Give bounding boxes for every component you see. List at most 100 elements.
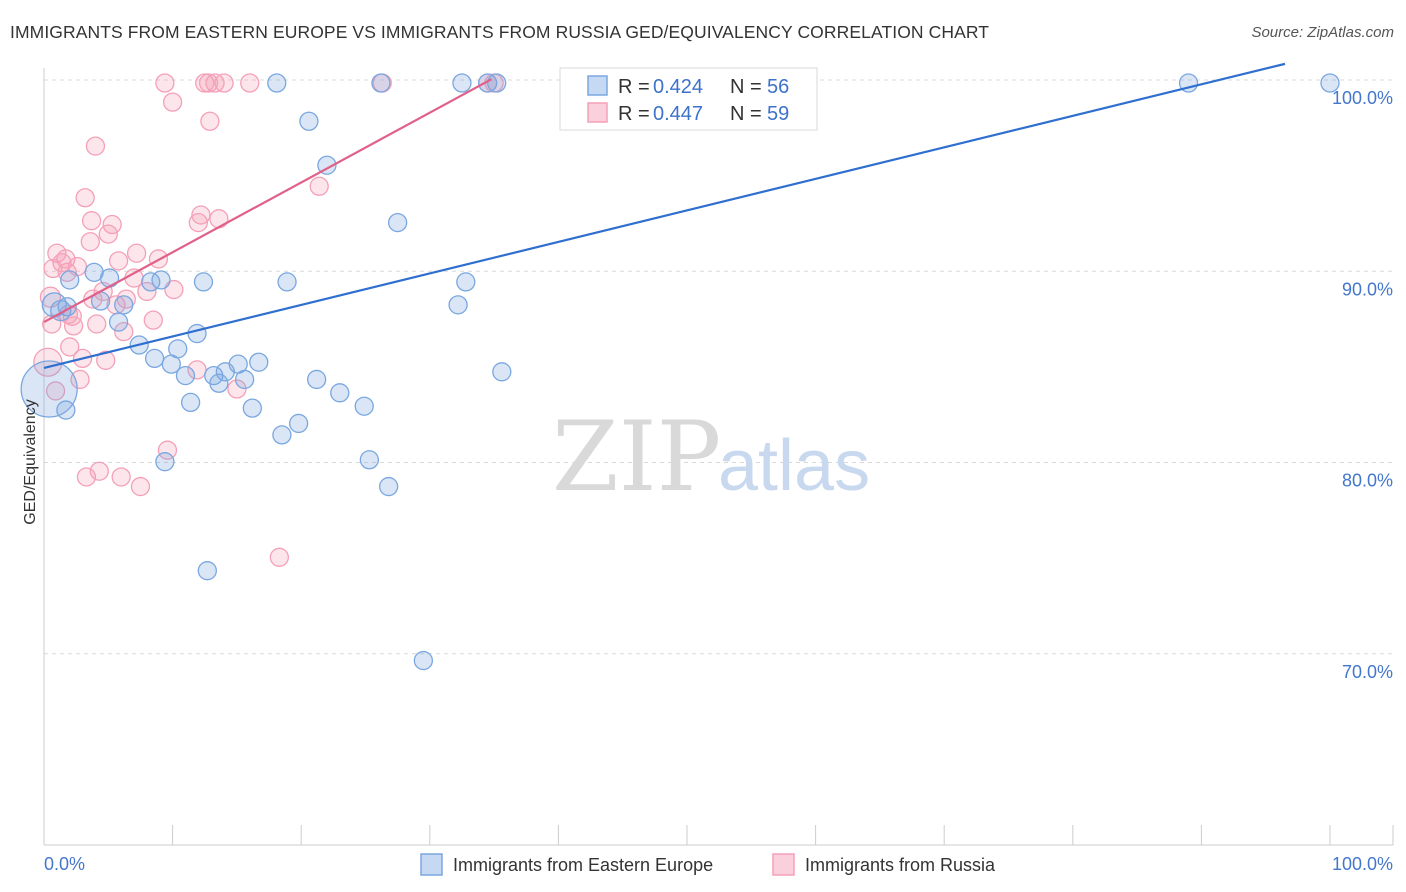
chart-title: IMMIGRANTS FROM EASTERN EUROPE VS IMMIGR…	[10, 22, 990, 42]
axes	[43, 68, 1394, 846]
trend-lines	[43, 62, 1286, 370]
series-legend-label-blue: Immigrants from Eastern Europe	[453, 855, 713, 875]
y-tick-label-2: 90.0%	[1342, 279, 1393, 299]
point-russia-0	[33, 347, 63, 377]
point-russia-8	[57, 262, 77, 282]
point-eastern-europe-10	[114, 295, 134, 315]
source-label: Source: ZipAtlas.com	[1251, 24, 1394, 41]
point-russia-14	[70, 369, 90, 390]
series-legend: Immigrants from Eastern Europe Immigrant…	[420, 853, 996, 876]
point-russia-39	[155, 73, 175, 93]
point-eastern-europe-37	[330, 383, 350, 403]
point-russia-50	[209, 209, 229, 229]
point-eastern-europe-8	[99, 268, 120, 288]
point-russia-51	[214, 73, 234, 93]
point-eastern-europe-0	[20, 360, 78, 418]
point-russia-19	[81, 211, 102, 231]
point-russia-41	[162, 92, 183, 112]
legend-n-label-pink: N =	[730, 103, 762, 125]
stats-legend: R = 0.424 N = 56 R = 0.447 N = 59	[559, 67, 818, 131]
point-russia-40	[157, 440, 178, 460]
point-eastern-europe-18	[175, 365, 196, 386]
legend-r-label-blue: R =	[618, 76, 650, 98]
point-russia-26	[98, 224, 118, 244]
point-russia-35	[130, 476, 151, 497]
point-russia-12	[63, 316, 84, 336]
point-eastern-europe-31	[272, 425, 292, 445]
series-legend-swatch-blue	[420, 853, 443, 876]
point-eastern-europe-34	[299, 111, 319, 131]
point-russia-25	[96, 350, 116, 370]
point-russia-54	[269, 547, 289, 567]
point-eastern-europe-19	[180, 392, 201, 413]
point-eastern-europe-39	[359, 450, 380, 470]
point-russia-34	[126, 243, 147, 263]
point-eastern-europe-32	[277, 272, 297, 292]
point-eastern-europe-51	[1320, 73, 1340, 93]
y-tick-label-0: 70.0%	[1342, 662, 1393, 682]
legend-r-label-pink: R =	[618, 103, 650, 125]
point-russia-21	[85, 136, 106, 156]
legend-n-value-blue: 56	[767, 76, 789, 98]
point-eastern-europe-38	[354, 396, 374, 416]
point-eastern-europe-21	[193, 272, 214, 292]
point-eastern-europe-28	[242, 398, 262, 418]
points-russia	[33, 73, 504, 567]
point-russia-23	[89, 461, 109, 481]
legend-r-value-blue: 0.424	[653, 76, 703, 98]
point-russia-20	[83, 289, 103, 309]
point-russia-37	[143, 310, 163, 330]
y-axis-label: GED/Equivalency	[22, 399, 39, 524]
point-eastern-europe-48	[487, 73, 507, 93]
point-eastern-europe-46	[456, 272, 476, 292]
legend-swatch-pink	[587, 102, 608, 123]
point-eastern-europe-45	[452, 73, 472, 93]
point-russia-36	[137, 281, 157, 302]
point-eastern-europe-29	[249, 352, 269, 372]
point-russia-31	[114, 321, 134, 342]
x-tick-label-max: 100.0%	[1332, 854, 1393, 874]
point-russia-30	[111, 467, 131, 487]
legend-n-value-pink: 59	[767, 103, 789, 125]
y-tick-labels: 70.0% 80.0% 90.0% 100.0%	[1332, 88, 1393, 682]
point-eastern-europe-22	[197, 561, 217, 581]
point-eastern-europe-41	[378, 476, 399, 497]
series-legend-swatch-pink	[772, 853, 795, 876]
trend-line-eastern-europe	[43, 62, 1286, 370]
point-eastern-europe-9	[108, 312, 129, 332]
watermark-zip: ZIP	[552, 401, 721, 513]
point-eastern-europe-33	[288, 413, 309, 434]
point-eastern-europe-42	[387, 212, 408, 233]
point-russia-29	[108, 251, 129, 271]
point-russia-4	[45, 381, 66, 401]
point-russia-16	[75, 188, 95, 208]
point-eastern-europe-27	[234, 369, 255, 390]
point-russia-48	[200, 111, 220, 131]
point-eastern-europe-15	[155, 452, 175, 472]
point-eastern-europe-43	[413, 650, 434, 671]
y-tick-label-1: 80.0%	[1342, 471, 1393, 491]
point-eastern-europe-49	[492, 362, 512, 382]
point-russia-27	[102, 214, 122, 235]
point-russia-45	[191, 205, 211, 225]
legend-n-label-blue: N =	[730, 76, 762, 98]
point-russia-22	[87, 314, 107, 334]
point-eastern-europe-30	[267, 73, 287, 93]
series-legend-label-pink: Immigrants from Russia	[805, 855, 996, 875]
point-russia-18	[80, 232, 100, 252]
point-eastern-europe-3	[56, 400, 76, 420]
watermark-atlas: atlas	[718, 426, 870, 506]
watermark: ZIP atlas	[552, 401, 870, 513]
x-tick-label-min: 0.0%	[44, 854, 85, 874]
x-tick-labels: 0.0% 100.0%	[44, 854, 1393, 874]
point-russia-44	[188, 212, 208, 233]
point-eastern-europe-44	[448, 295, 468, 315]
point-russia-10	[60, 337, 80, 357]
point-russia-42	[164, 279, 184, 300]
y-tick-label-3: 100.0%	[1332, 88, 1393, 108]
point-russia-53	[240, 73, 260, 93]
trend-line-russia	[43, 78, 493, 324]
point-russia-33	[124, 268, 144, 288]
point-eastern-europe-40	[371, 73, 391, 93]
